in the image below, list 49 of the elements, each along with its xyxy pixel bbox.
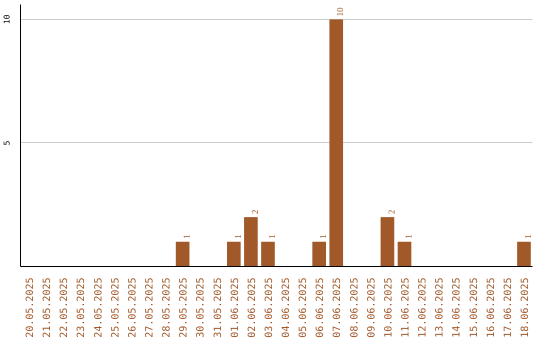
x-tick-label: 08.06.2025 (349, 277, 360, 338)
x-tick-label: 04.06.2025 (281, 277, 292, 338)
bar (244, 217, 258, 266)
x-tick-label: 31.05.2025 (212, 277, 224, 338)
x-tick-label: 13.06.2025 (434, 277, 446, 338)
x-tick-label: 20.05.2025 (25, 277, 36, 338)
bar (227, 242, 241, 266)
data-label: 1 (318, 234, 328, 239)
x-tick-label: 16.06.2025 (486, 277, 497, 338)
x-tick-label: 05.06.2025 (298, 277, 310, 338)
data-label: 1 (182, 234, 192, 239)
x-tick-label: 26.05.2025 (127, 277, 138, 338)
data-label: 1 (522, 234, 533, 239)
x-tick-label: 29.05.2025 (178, 277, 190, 338)
x-tick-label: 06.06.2025 (315, 277, 326, 338)
x-tick-label: 03.06.2025 (264, 277, 275, 338)
x-tick-label: 07.06.2025 (332, 277, 344, 338)
x-tick-label: 23.05.2025 (76, 277, 88, 338)
data-label: 2 (386, 210, 396, 214)
x-tick-label: 09.06.2025 (366, 277, 378, 338)
x-tick-label: 12.06.2025 (418, 277, 429, 338)
x-tick-label: 01.06.2025 (230, 277, 241, 338)
y-tick-label: 5 (2, 140, 12, 146)
x-tick-label: 30.05.2025 (196, 277, 207, 338)
bar (398, 242, 412, 266)
x-tick-label: 25.05.2025 (110, 277, 122, 338)
bar (312, 242, 326, 266)
bar (176, 242, 190, 266)
x-tick-label: 14.06.2025 (452, 277, 463, 338)
x-tick-label: 21.05.2025 (42, 277, 54, 338)
data-label: 1 (404, 234, 414, 239)
bar (329, 19, 344, 266)
data-label: 10 (335, 6, 346, 16)
x-tick-label: 02.06.2025 (246, 277, 258, 338)
x-tick-label: 15.06.2025 (468, 277, 480, 338)
x-tick-label: 27.05.2025 (144, 277, 156, 338)
x-tick-label: 28.05.2025 (162, 277, 173, 338)
bar (261, 242, 275, 266)
bar (380, 217, 394, 266)
x-tick-label: 17.06.2025 (502, 277, 514, 338)
x-tick-label: 24.05.2025 (93, 277, 104, 338)
bar (517, 242, 531, 266)
x-tick-label: 18.06.2025 (520, 277, 531, 338)
data-label: 1 (266, 234, 277, 239)
x-tick-label: 10.06.2025 (383, 277, 394, 338)
data-label: 2 (250, 210, 260, 214)
x-tick-label: 11.06.2025 (400, 277, 412, 338)
x-tick-label: 22.05.2025 (59, 277, 70, 338)
data-label: 1 (232, 234, 243, 239)
